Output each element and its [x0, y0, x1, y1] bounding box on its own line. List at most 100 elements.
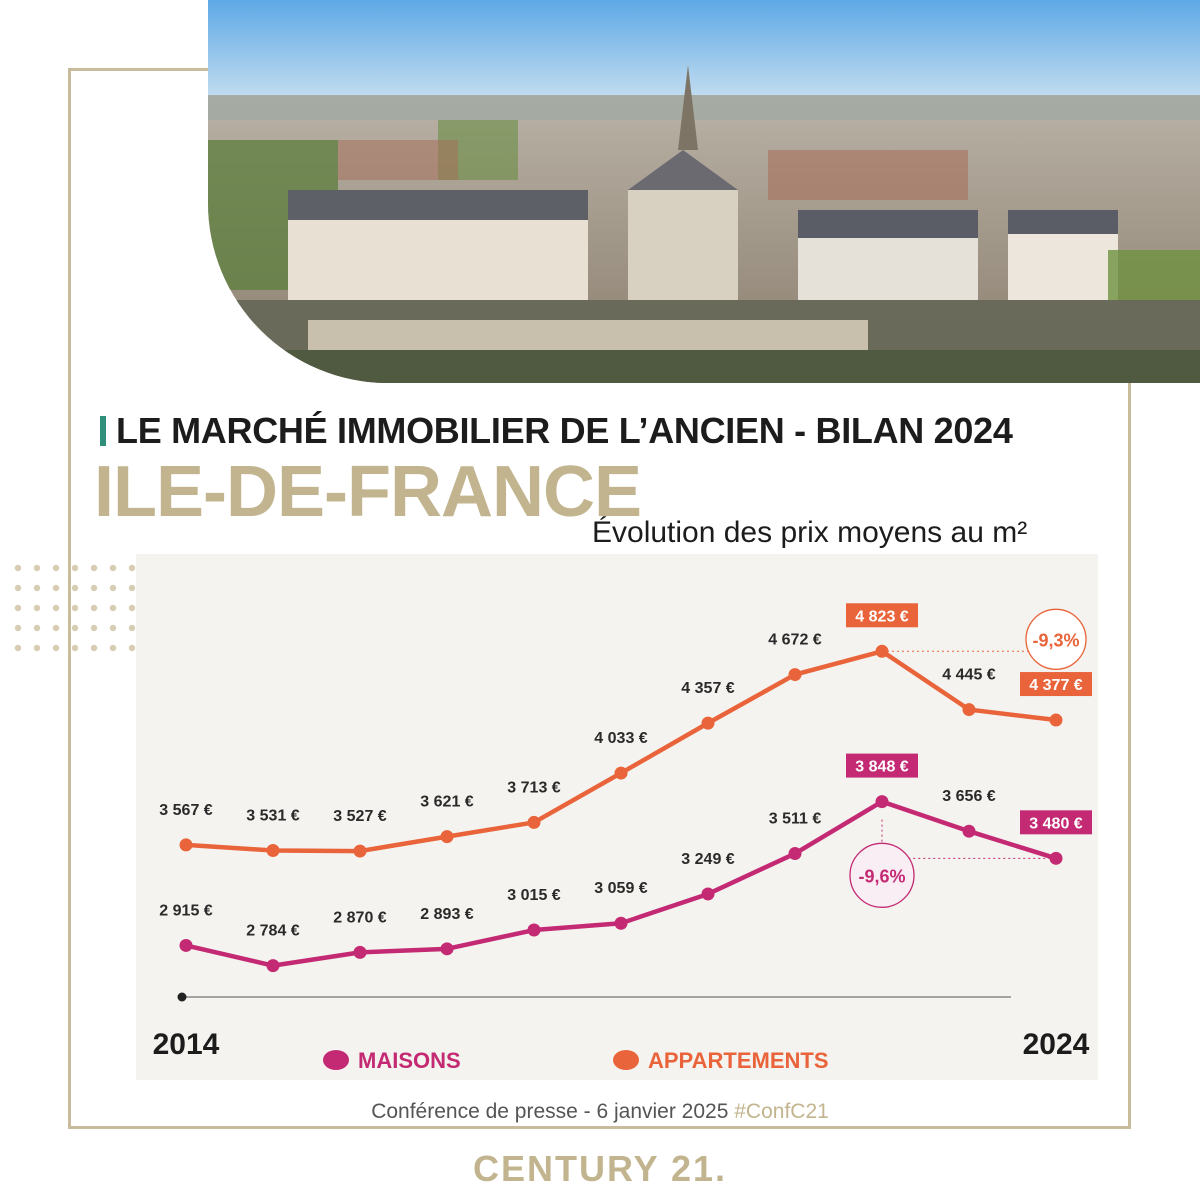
- data-label-appartements: 4 672 €: [768, 632, 821, 649]
- chart-panel: -9,3% -9,6% 3 567 €3 531 €3 527 €3 621 €3 …: [136, 554, 1098, 1080]
- data-label-appartements: 3 527 €: [333, 808, 386, 825]
- decorative-dot: [71, 564, 79, 572]
- legend-swatch: [613, 1050, 639, 1070]
- decorative-dot: [33, 604, 41, 612]
- decorative-dot: [71, 584, 79, 592]
- series-maisons: 2 915 € 2 784 € 2 870 € 2 893 € 3 015 € 3 059…: [159, 753, 1092, 973]
- data-point-maisons: [701, 887, 715, 901]
- data-point-appartements: [353, 844, 367, 858]
- data-label-maisons: 3 480 €: [1029, 815, 1082, 832]
- data-label-box-maisons: [1020, 810, 1092, 835]
- annotation-badge: [1025, 608, 1087, 670]
- data-point-maisons: [440, 942, 454, 956]
- data-label-maisons: 2 870 €: [333, 909, 386, 926]
- headline: LE MARCHÉ IMMOBILIER DE L’ANCIEN - BILAN…: [100, 410, 1013, 452]
- data-label-maisons: 3 848 €: [855, 759, 908, 776]
- data-point-maisons: [788, 847, 802, 861]
- data-point-appartements: [788, 668, 802, 682]
- x-tick-label: 2024: [1023, 1028, 1090, 1061]
- decorative-dot: [14, 604, 22, 612]
- footer-text: Conférence de presse - 6 janvier 2025: [371, 1100, 729, 1123]
- data-label-appartements: 3 621 €: [420, 794, 473, 811]
- data-label-box-appartements: [1020, 672, 1092, 697]
- decorative-dot: [52, 564, 60, 572]
- decorative-dot: [109, 644, 117, 652]
- decorative-dot: [109, 564, 117, 572]
- data-point-maisons: [1049, 851, 1063, 865]
- data-label-appartements: 4 823 €: [855, 608, 908, 625]
- legend-item-maisons: MAISONS: [323, 1048, 461, 1073]
- decorative-dot: [52, 644, 60, 652]
- decorative-dot: [14, 584, 22, 592]
- data-point-maisons: [875, 795, 889, 809]
- decorative-dot: [90, 564, 98, 572]
- decorative-dot: [128, 584, 136, 592]
- annotation-text: -9,3%: [1032, 630, 1079, 650]
- decorative-dot: [128, 564, 136, 572]
- decorative-dot: [128, 604, 136, 612]
- decorative-dot: [109, 604, 117, 612]
- data-point-appartements: [527, 815, 541, 829]
- decorative-dot: [14, 564, 22, 572]
- decorative-dot: [52, 584, 60, 592]
- series-line-appartements: [183, 649, 1059, 854]
- data-label-appartements: 3 713 €: [507, 779, 560, 796]
- decorative-dot: [33, 624, 41, 632]
- decorative-dot: [109, 624, 117, 632]
- annotation-maisons: -9,6%: [849, 819, 1056, 908]
- decorative-dot: [128, 624, 136, 632]
- decorative-dot: [71, 644, 79, 652]
- data-point-appartements: [701, 716, 715, 730]
- legend-label: APPARTEMENTS: [648, 1048, 829, 1073]
- footer: Conférence de presse - 6 janvier 2025 #C…: [0, 1100, 1200, 1124]
- city-aerial-photo: [208, 0, 1200, 383]
- data-label-appartements: 4 033 €: [594, 730, 647, 747]
- x-tick-label: 2014: [153, 1028, 220, 1061]
- decorative-dot: [14, 624, 22, 632]
- chart-title: Évolution des prix moyens au m²: [592, 516, 1028, 549]
- data-label-maisons: 3 656 €: [942, 788, 995, 805]
- data-point-maisons: [962, 824, 976, 838]
- decorative-dot: [90, 644, 98, 652]
- data-point-maisons: [179, 938, 193, 952]
- decorative-dot: [90, 624, 98, 632]
- legend-label: MAISONS: [358, 1048, 461, 1073]
- decorative-dot: [71, 604, 79, 612]
- data-label-maisons: 3 249 €: [681, 851, 734, 868]
- data-label-box-appartements: [846, 603, 918, 628]
- legend-item-appartements: APPARTEMENTS: [613, 1048, 829, 1073]
- century21-logo: CENTURY 21.: [472, 1148, 728, 1189]
- decorative-dot: [33, 644, 41, 652]
- data-label-maisons: 3 511 €: [769, 811, 822, 828]
- decorative-dot: [33, 584, 41, 592]
- data-label-maisons: 3 015 €: [507, 887, 560, 904]
- city-aerial-illustration: [208, 0, 1200, 383]
- data-point-appartements: [266, 843, 280, 857]
- data-point-maisons: [266, 959, 280, 973]
- headline-text: LE MARCHÉ IMMOBILIER DE L’ANCIEN - BILAN…: [116, 410, 1013, 451]
- data-label-maisons: 3 059 €: [594, 880, 647, 897]
- decorative-dot: [52, 624, 60, 632]
- data-point-maisons: [614, 916, 628, 930]
- data-label-appartements: 4 377 €: [1029, 677, 1082, 694]
- data-label-maisons: 2 915 €: [159, 902, 212, 919]
- data-point-maisons: [353, 945, 367, 959]
- footer-hashtag: #ConfC21: [734, 1100, 829, 1123]
- data-label-appartements: 3 531 €: [246, 807, 299, 824]
- decorative-dot: [52, 604, 60, 612]
- data-label-appartements: 4 357 €: [681, 680, 734, 697]
- annotation-appartements: -9,3%: [882, 608, 1087, 683]
- data-point-appartements: [440, 830, 454, 844]
- series-appartements: 3 567 € 3 531 € 3 527 € 3 621 € 3 713 € 4 033…: [159, 603, 1092, 858]
- data-label-maisons: 2 893 €: [420, 906, 473, 923]
- legend-swatch: [323, 1050, 349, 1070]
- annotation-badge: [849, 842, 915, 908]
- data-point-appartements: [962, 703, 976, 717]
- data-point-appartements: [179, 838, 193, 852]
- accent-bar: [100, 416, 106, 446]
- data-label-maisons: 2 784 €: [246, 923, 299, 940]
- decorative-dot: [109, 584, 117, 592]
- region-title: ILE-DE-FRANCE: [94, 452, 642, 532]
- data-point-appartements: [614, 766, 628, 780]
- decorative-dot: [33, 564, 41, 572]
